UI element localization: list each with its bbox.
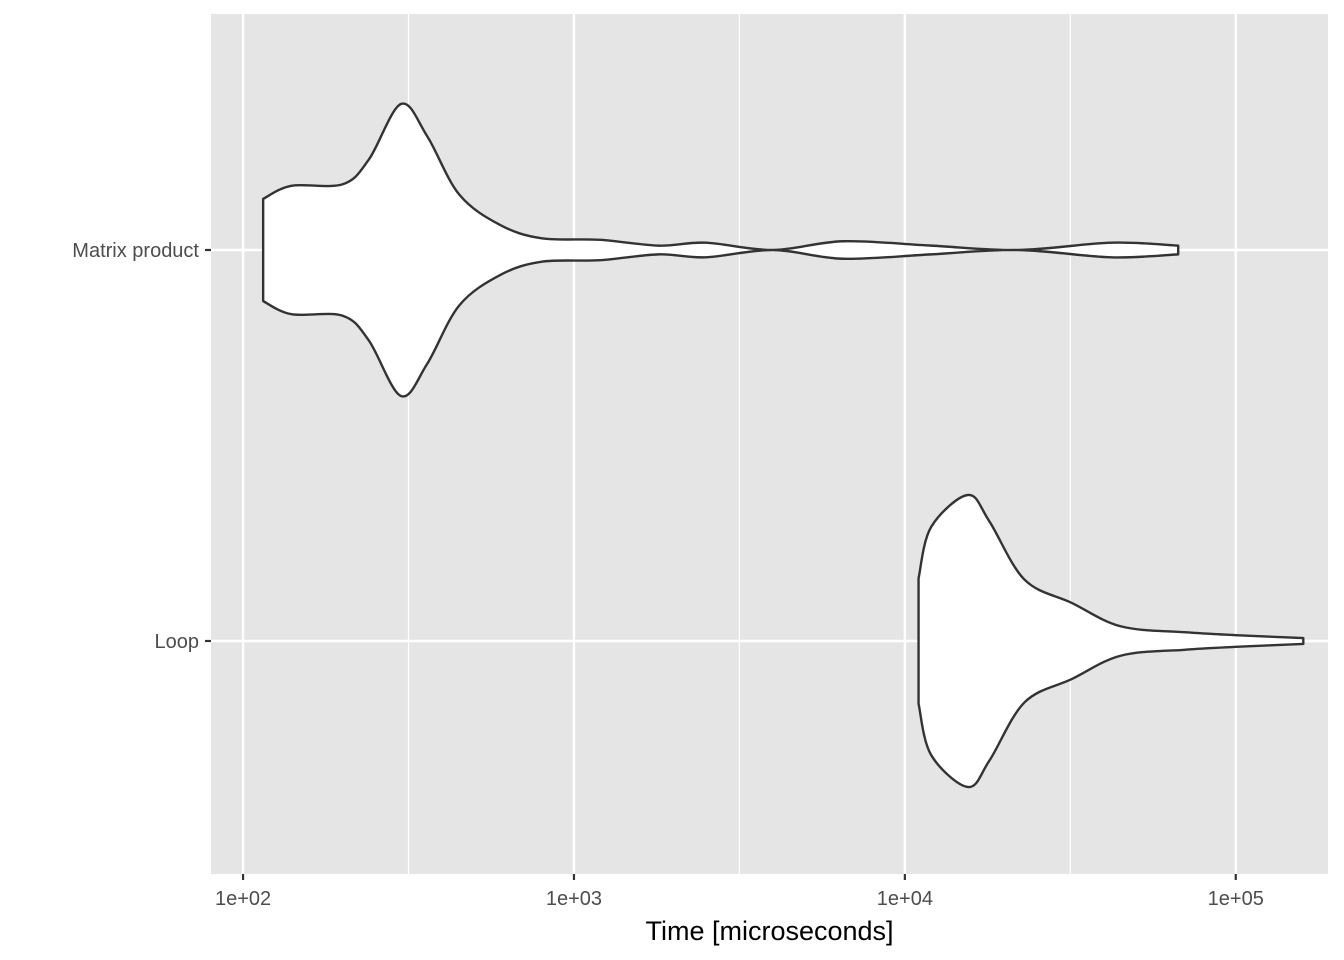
x-tick-label: 1e+05 bbox=[1208, 888, 1264, 910]
y-axis: Matrix product Loop bbox=[72, 240, 211, 653]
violin-matrix-product bbox=[261, 102, 1180, 398]
violin-loop bbox=[917, 493, 1305, 789]
y-tick-label: Matrix product bbox=[72, 240, 199, 262]
x-tick-label: 1e+03 bbox=[546, 888, 602, 910]
violins bbox=[261, 102, 1305, 789]
y-tick-label: Loop bbox=[155, 631, 200, 653]
x-tick-label: 1e+02 bbox=[215, 888, 271, 910]
x-tick-label: 1e+04 bbox=[877, 888, 933, 910]
x-axis: 1e+02 1e+03 1e+04 1e+05 bbox=[215, 874, 1264, 910]
x-axis-title: Time [microseconds] bbox=[645, 916, 893, 946]
